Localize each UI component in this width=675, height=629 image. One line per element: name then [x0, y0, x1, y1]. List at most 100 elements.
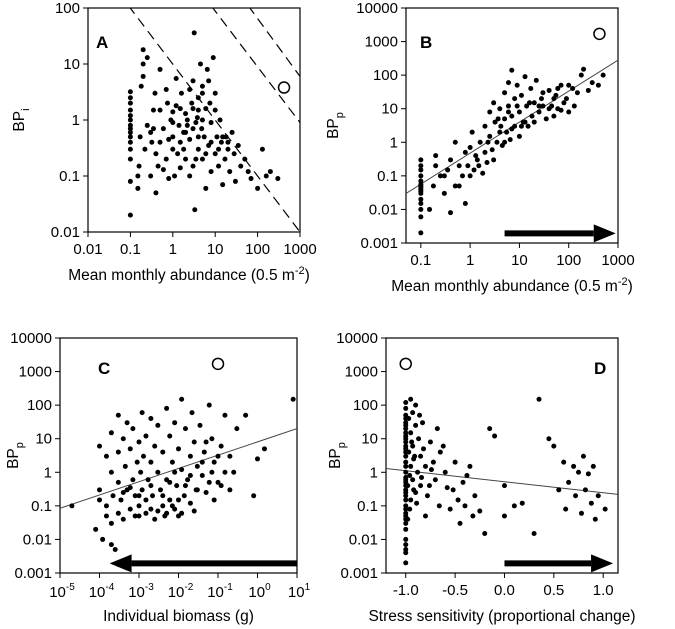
x-tick-label: 0.01: [73, 241, 102, 258]
data-point: [403, 503, 409, 509]
data-point: [522, 119, 528, 125]
data-point: [175, 151, 181, 157]
data-point: [167, 433, 173, 439]
data-point: [441, 173, 447, 179]
data-point: [218, 443, 224, 449]
data-point: [212, 90, 218, 96]
x-tick-exponent: -2: [184, 582, 193, 593]
data-point: [546, 436, 552, 442]
data-point: [452, 183, 458, 189]
y-tick-label: 0.001: [360, 235, 398, 252]
data-point: [140, 73, 146, 79]
x-tick-exponent: 0: [265, 582, 271, 593]
data-point: [189, 410, 195, 416]
y-tick-label: 0.01: [51, 224, 80, 241]
data-point: [127, 485, 133, 491]
plot-frame: [405, 7, 619, 244]
data-point: [157, 139, 163, 145]
data-point: [531, 100, 537, 106]
data-point: [497, 129, 503, 135]
data-point: [217, 117, 223, 123]
data-point: [413, 422, 419, 428]
data-point: [170, 120, 176, 126]
highlight-point: [211, 357, 225, 371]
data-point: [160, 449, 166, 455]
data-point: [112, 547, 118, 553]
data-point: [212, 107, 218, 113]
data-point: [194, 463, 200, 469]
x-axis-title-tail: ): [628, 278, 633, 295]
data-point: [524, 103, 530, 109]
data-point: [485, 139, 491, 145]
data-point: [536, 396, 542, 402]
arrow-head: [109, 554, 132, 573]
data-point: [574, 90, 580, 96]
panel-letter: D: [594, 359, 606, 378]
data-point: [518, 123, 524, 129]
data-point: [432, 477, 438, 483]
data-point: [210, 55, 216, 61]
data-point: [261, 446, 267, 452]
data-point: [418, 163, 424, 169]
y-axis-title-subscript: i: [20, 108, 32, 110]
data-point: [418, 214, 424, 220]
data-point: [184, 122, 190, 128]
data-point: [529, 113, 535, 119]
x-tick-label: 1: [466, 252, 474, 269]
y-axis-title: BPp: [5, 442, 26, 469]
data-point: [430, 183, 436, 189]
data-point: [187, 87, 193, 93]
data-point: [97, 487, 102, 493]
data-point: [118, 497, 124, 503]
data-point: [592, 516, 598, 522]
x-tick-label: 100: [556, 252, 581, 269]
panel-d: 0.001 0.01 0.1 1 10 100 1000 10000 -1.0 -0.5 0.0 0.…: [327, 330, 636, 625]
data-point: [403, 422, 409, 428]
data-point: [108, 430, 114, 436]
data-point: [571, 463, 577, 469]
data-point: [408, 396, 414, 402]
x-tick-label: 10-3: [128, 582, 154, 601]
data-point: [201, 134, 207, 140]
data-point: [408, 463, 414, 469]
data-point: [561, 459, 567, 465]
panel-letter: C: [98, 359, 110, 378]
data-point: [166, 176, 172, 182]
data-point: [482, 123, 488, 129]
data-point: [487, 109, 493, 115]
data-point: [551, 113, 557, 119]
data-point: [187, 136, 193, 142]
y-tick-label: 100: [353, 397, 378, 414]
data-point: [127, 113, 133, 119]
x-tick-label: 10: [511, 252, 528, 269]
data-point: [203, 151, 209, 157]
data-point: [418, 167, 424, 173]
data-point: [492, 119, 498, 125]
data-point: [122, 463, 128, 469]
data-point: [418, 157, 424, 163]
data-point: [191, 30, 197, 36]
data-point: [152, 90, 158, 96]
data-point: [418, 173, 424, 179]
data-point: [208, 120, 214, 126]
x-tick-label: 1.0: [593, 582, 614, 599]
y-axis-title: BPp: [327, 442, 348, 469]
data-point: [509, 126, 515, 132]
data-point: [190, 78, 196, 84]
data-point: [179, 396, 185, 402]
data-point: [452, 459, 458, 465]
data-point: [403, 510, 409, 516]
x-tick-exponent: -1: [224, 582, 233, 593]
x-tick-label: 1000: [283, 241, 316, 258]
data-point: [430, 459, 436, 465]
data-point: [127, 139, 133, 145]
data-point: [183, 111, 189, 117]
y-axis-title-main: BP: [327, 448, 344, 469]
data-point: [218, 483, 224, 489]
data-point: [138, 83, 144, 89]
data-point: [457, 520, 463, 526]
data-point: [160, 126, 166, 132]
data-point: [145, 477, 151, 483]
data-point: [127, 156, 133, 162]
